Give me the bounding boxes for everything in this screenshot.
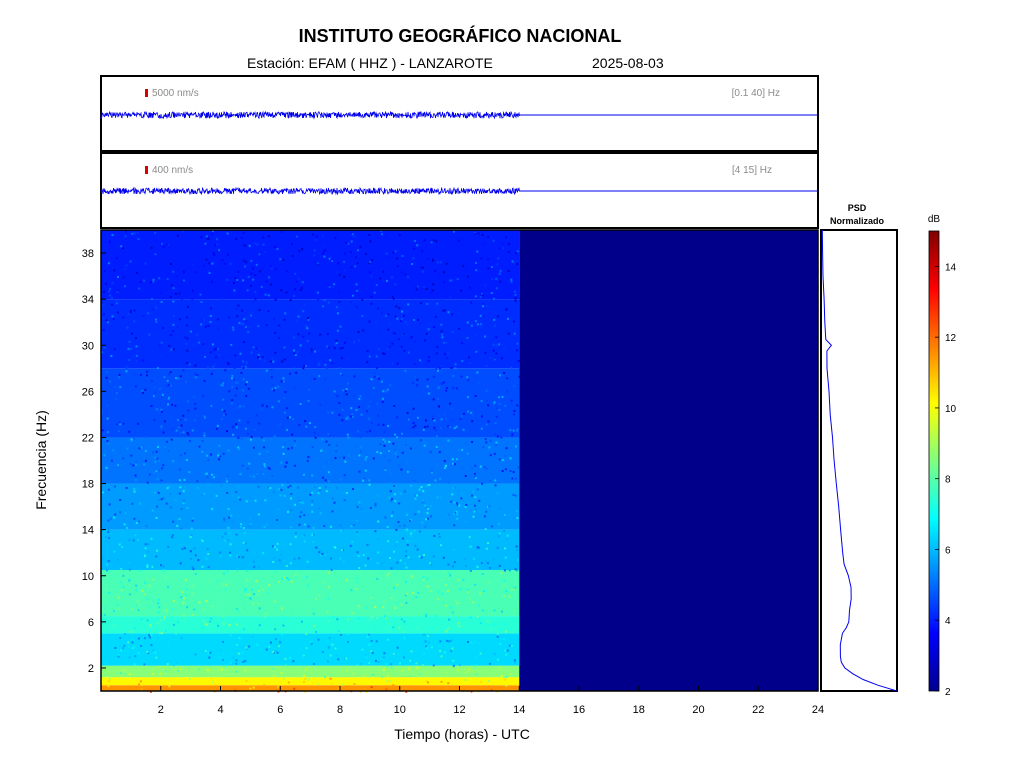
colorbar-tick-label: 6	[945, 545, 951, 556]
trace-filtered-waveform	[100, 186, 520, 196]
spectro-band-6	[101, 529, 520, 570]
spectro-texture	[101, 230, 521, 693]
scale-label-1: 5000 nm/s	[152, 88, 199, 99]
spectro-band-11	[101, 230, 520, 300]
psd-title-line1: PSD	[848, 203, 867, 213]
scale-marker-1	[145, 89, 148, 97]
spectro-band-10	[101, 299, 520, 369]
spectro-band-2	[101, 665, 520, 678]
y-tick-label: 6	[88, 617, 94, 629]
x-tick-label: 6	[277, 704, 283, 716]
x-axis-label: Tiempo (horas) - UTC	[394, 726, 530, 742]
x-tick-label: 4	[217, 704, 223, 716]
colorbar-tick-label: 4	[945, 616, 951, 627]
band-label-1: [0.1 40] Hz	[732, 88, 780, 99]
colorbar-tick-label: 8	[945, 475, 951, 486]
psd-curve	[821, 229, 898, 692]
y-axis-label: Frecuencia (Hz)	[33, 410, 49, 510]
y-tick-label: 2	[88, 663, 94, 675]
trace-panel-1	[100, 75, 819, 152]
y-tick-label: 22	[82, 432, 94, 444]
x-tick-label: 2	[158, 704, 164, 716]
station-label: Estación: EFAM ( HHZ ) - LANZAROTE	[247, 55, 493, 71]
spectro-no-data	[519, 230, 818, 691]
psd-panel	[820, 229, 898, 692]
date-label: 2025-08-03	[592, 55, 664, 71]
x-tick-label: 20	[692, 704, 704, 716]
colorbar-tick-label: 2	[945, 687, 951, 698]
spectrogram-heatmap	[101, 230, 818, 693]
spectro-band-3	[101, 633, 520, 666]
colorbar-unit: dB	[928, 214, 941, 225]
spectro-band-7	[101, 483, 520, 530]
band-label-2: [4 15] Hz	[732, 165, 772, 176]
y-tick-label: 18	[82, 479, 94, 491]
y-tick-label: 34	[82, 294, 94, 306]
x-axis: 2 4 6 8 10 12 14 16 18 20 22 24	[158, 686, 824, 716]
psd-title-line2: Normalizado	[830, 216, 885, 226]
y-tick-label: 26	[82, 386, 94, 398]
colorbar-axis: 2 4 6 8 10 12 14	[935, 262, 957, 698]
colorbar	[928, 230, 940, 692]
y-tick-label: 14	[82, 525, 94, 537]
x-tick-label: 12	[453, 704, 465, 716]
y-tick-label: 38	[82, 248, 94, 260]
page-title: INSTITUTO GEOGRÁFICO NACIONAL	[298, 26, 622, 46]
spectro-band-8	[101, 437, 520, 484]
scale-marker-2	[145, 166, 148, 174]
colorbar-tick-label: 14	[945, 262, 957, 273]
x-tick-label: 22	[752, 704, 764, 716]
x-tick-label: 18	[633, 704, 645, 716]
spectro-band-5	[101, 569, 520, 617]
scale-label-2: 400 nm/s	[152, 165, 193, 176]
x-tick-label: 14	[513, 704, 525, 716]
trace-broadband-waveform	[100, 110, 520, 120]
spectro-band-1	[101, 677, 520, 686]
x-tick-label: 10	[394, 704, 406, 716]
x-tick-label: 16	[573, 704, 585, 716]
x-tick-label: 24	[812, 704, 824, 716]
spectro-band-4	[101, 616, 520, 634]
colorbar-tick-label: 10	[945, 404, 957, 415]
spectro-band-0	[101, 685, 520, 691]
colorbar-tick-label: 12	[945, 333, 957, 344]
trace-filtered	[100, 186, 818, 196]
x-tick-label: 8	[337, 704, 343, 716]
y-tick-label: 10	[82, 571, 94, 583]
y-tick-label: 30	[82, 340, 94, 352]
trace-broadband	[100, 110, 818, 120]
